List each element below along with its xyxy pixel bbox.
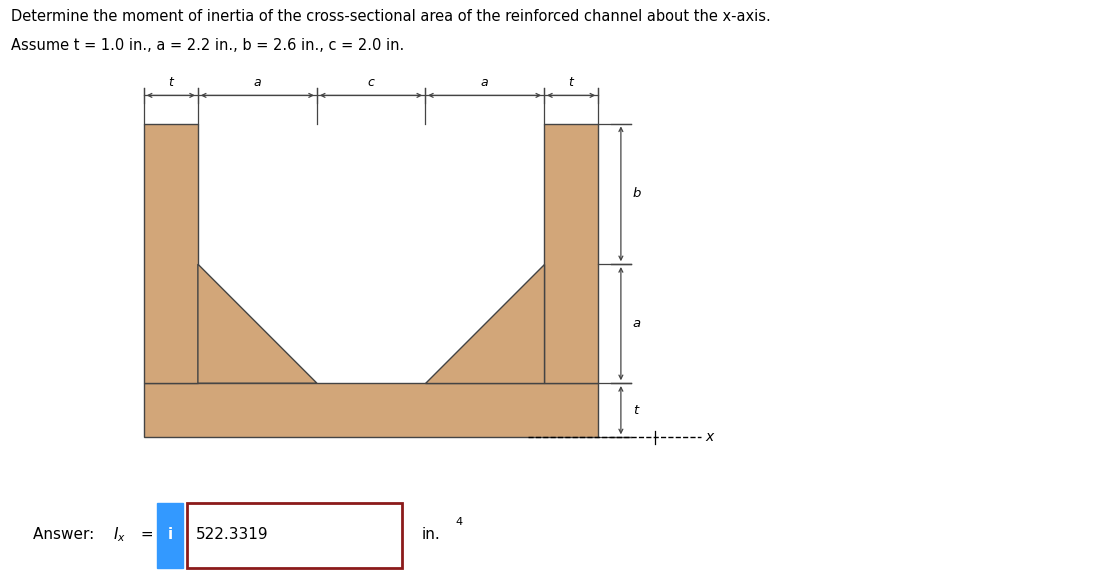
FancyBboxPatch shape <box>187 503 402 568</box>
Text: t: t <box>633 404 638 417</box>
Text: c: c <box>368 76 375 89</box>
Polygon shape <box>544 124 598 383</box>
Polygon shape <box>144 383 598 437</box>
Polygon shape <box>425 264 544 383</box>
Text: t: t <box>569 76 573 89</box>
Text: x: x <box>705 430 714 444</box>
Text: i: i <box>168 527 172 541</box>
Text: a: a <box>253 76 261 89</box>
Text: Assume t = 1.0 in., a = 2.2 in., b = 2.6 in., c = 2.0 in.: Assume t = 1.0 in., a = 2.2 in., b = 2.6… <box>11 38 404 53</box>
Text: b: b <box>633 188 641 200</box>
FancyBboxPatch shape <box>157 503 183 568</box>
Polygon shape <box>144 124 198 383</box>
Text: 4: 4 <box>455 517 462 527</box>
Text: $I_x$: $I_x$ <box>113 525 126 544</box>
Text: a: a <box>633 317 641 330</box>
Text: Answer:: Answer: <box>33 527 99 541</box>
Polygon shape <box>198 264 317 383</box>
Text: t: t <box>168 76 173 89</box>
Text: =: = <box>136 527 154 541</box>
Text: Determine the moment of inertia of the cross-sectional area of the reinforced ch: Determine the moment of inertia of the c… <box>11 9 771 24</box>
Text: in.: in. <box>422 527 441 541</box>
Text: a: a <box>481 76 488 89</box>
Text: 522.3319: 522.3319 <box>196 527 269 541</box>
